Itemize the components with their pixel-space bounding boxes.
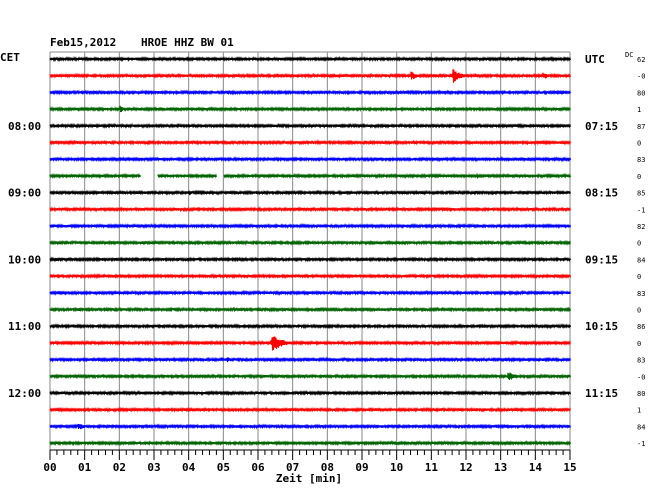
trace-layer [49,55,571,447]
dc-offset-label: 80 [637,89,645,97]
dc-offset-label: -0 [637,73,645,81]
trace-row-18 [49,356,571,363]
x-tick-label: 07 [286,461,299,474]
x-tick-label: 11 [425,461,439,474]
header-station: HROE HHZ BW 01 [141,36,234,49]
trace-row-10 [49,222,571,230]
dc-offset-label: 84 [637,256,645,264]
trace-row-12 [49,256,571,263]
dc-offset-label: 83 [637,156,645,164]
left-hour-label: 08:00 [8,120,41,133]
dc-offset-label: 83 [637,290,645,298]
left-timezone-label: CET [0,51,20,64]
trace-row-4 [49,122,571,129]
x-tick-label: 15 [563,461,576,474]
left-hour-label: 10:00 [8,253,41,266]
trace-row-11 [49,239,571,246]
trace-row-19 [49,372,571,381]
x-tick-label: 10 [390,461,403,474]
header-date: Feb15,2012 [50,36,116,49]
trace-row-20 [49,389,571,397]
dc-offset-label: 1 [637,407,641,415]
trace-row-23 [49,439,571,447]
left-hour-label: 11:00 [8,320,41,333]
x-tick-label: 06 [251,461,265,474]
dc-offset-label: 0 [637,173,641,181]
dc-offset-label: 0 [637,273,641,281]
trace-row-21 [49,406,571,413]
trace-row-7 [49,172,571,180]
dc-offset-label: 62 [637,56,645,64]
x-axis: 00 01 02 03 04 05 06 07 08 09 10 11 12 13 14 15 [43,449,577,474]
trace-row-16 [49,323,571,330]
trace-row-2 [49,89,571,96]
dc-offset-label: 0 [637,140,641,148]
trace-row-14 [49,289,571,296]
dc-offset-label: -1 [637,206,645,214]
dc-offset-label: 86 [637,323,645,331]
right-hour-label: 09:15 [585,253,618,266]
dc-offset-label: 0 [637,240,641,248]
dc-offset-label: -1 [637,440,645,448]
right-hour-label: 11:15 [585,387,618,400]
x-tick-label: 04 [182,461,196,474]
dc-header: DC [625,51,633,59]
trace-row-0 [49,55,571,63]
x-tick-label: 02 [113,461,126,474]
dc-offset-label: 80 [637,390,645,398]
trace-row-1 [49,68,571,83]
dc-offset-label: 1 [637,106,641,114]
right-hour-label: 10:15 [585,320,618,333]
x-tick-label: 14 [529,461,543,474]
x-axis-label: Zeit [min] [276,472,342,485]
left-hour-label: 12:00 [8,387,41,400]
trace-row-17 [49,336,571,351]
x-tick-label: 00 [43,461,56,474]
x-tick-label: 13 [494,461,507,474]
trace-row-8 [49,189,571,196]
right-hour-label: 08:15 [585,187,618,200]
left-hour-label: 09:00 [8,187,41,200]
x-tick-label: 01 [78,461,92,474]
trace-row-15 [49,306,571,313]
dc-offset-label: -0 [637,373,645,381]
dc-offset-label: 83 [637,357,645,365]
dc-offset-label: 0 [637,340,641,348]
right-hour-label: 07:15 [585,120,618,133]
plot-grid [49,51,571,450]
dc-offset-label: 85 [637,190,645,198]
trace-row-13 [49,272,571,280]
dc-offset-label: 84 [637,423,645,431]
dc-offset-label: 87 [637,123,645,131]
right-hour-label: UTC [585,53,605,66]
dc-offset-label: 0 [637,307,641,315]
x-tick-label: 08 [321,461,334,474]
trace-row-3 [49,105,571,113]
trace-row-5 [49,139,571,146]
trace-row-22 [49,423,571,430]
x-tick-label: 09 [355,461,368,474]
x-tick-label: 05 [217,461,230,474]
label-layer: 08:00 09:00 10:00 11:00 12:00 UTC 07:15 08:15 09… [8,53,645,448]
x-tick-label: 03 [147,461,160,474]
trace-row-9 [49,206,571,213]
trace-row-6 [49,156,571,163]
dc-offset-label: 82 [637,223,645,231]
x-tick-label: 12 [459,461,472,474]
